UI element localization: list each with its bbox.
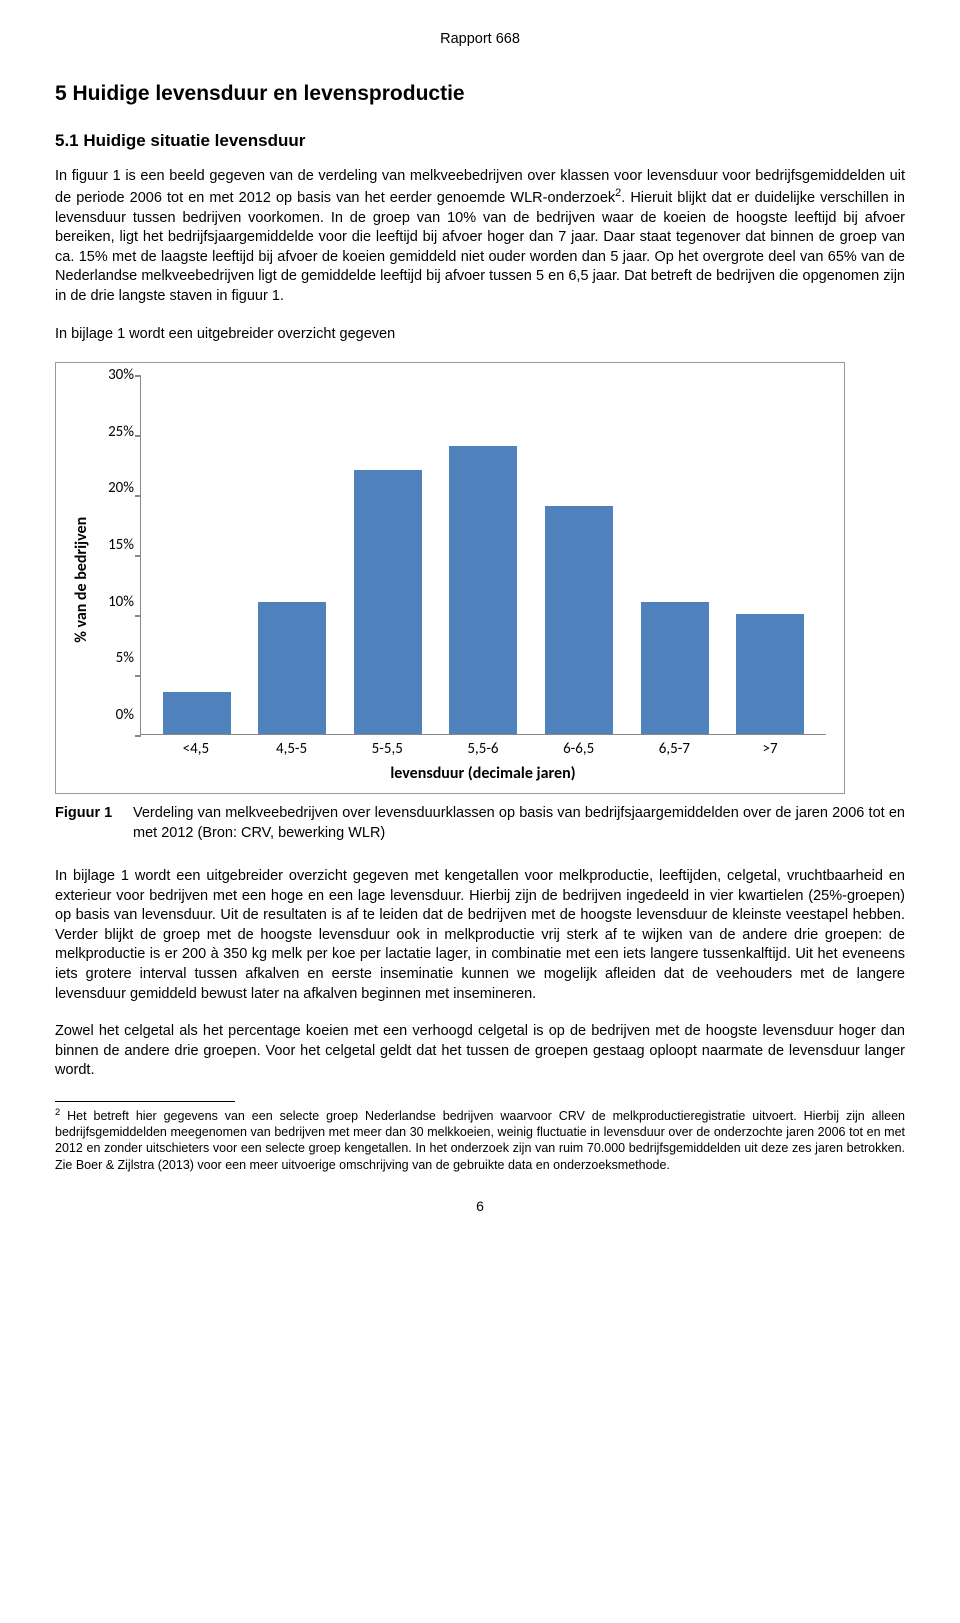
paragraph-3: In bijlage 1 wordt een uitgebreider over…	[55, 867, 905, 1004]
chart-ytick-mark	[135, 555, 141, 557]
paragraph-2: In bijlage 1 wordt een uitgebreider over…	[55, 325, 905, 345]
section-title: 5 Huidige levensduur en levensproductie	[55, 80, 905, 108]
paragraph-1: In figuur 1 is een beeld gegeven van de …	[55, 167, 905, 307]
chart-ylabel-wrap: % van de bedrijven	[68, 375, 96, 785]
chart-xlabel: levensduur (decimale jaren)	[140, 763, 826, 785]
figure-caption-row: Figuur 1 Verdeling van melkveebedrijven …	[55, 804, 905, 843]
chart-ytick-label: 30%	[108, 365, 134, 385]
chart-container: % van de bedrijven 30% 25% 20% 15% 10% 5% 0% <…	[55, 362, 845, 794]
report-header: Rapport 668	[55, 30, 905, 50]
chart-plot-area	[140, 375, 826, 735]
chart-xtick-label: <4,5	[162, 739, 230, 759]
chart-bar	[545, 506, 613, 734]
chart-xtick-label: 5-5,5	[353, 739, 421, 759]
chart-xtick-label: 4,5-5	[258, 739, 326, 759]
chart-ytick-label: 25%	[108, 422, 134, 442]
footnote-text: 2 Het betreft hier gegevens van een sele…	[55, 1106, 905, 1173]
chart-ytick-mark	[135, 675, 141, 677]
chart-ytick-label: 5%	[116, 648, 134, 668]
chart-bar	[736, 614, 804, 734]
chart-ytick-label: 0%	[116, 705, 134, 725]
chart-ytick-label: 15%	[108, 535, 134, 555]
figure-label: Figuur 1	[55, 804, 133, 843]
chart-xtick-label: >7	[736, 739, 804, 759]
chart-xtick-label: 6-6,5	[545, 739, 613, 759]
page-number: 6	[55, 1197, 905, 1216]
chart-ytick-mark	[135, 735, 141, 737]
chart-ylabel: % van de bedrijven	[71, 517, 93, 643]
subsection-title: 5.1 Huidige situatie levensduur	[55, 130, 905, 153]
chart-ytick-mark	[135, 615, 141, 617]
para1-text-b: . Hieruit blijkt dat er duidelijke versc…	[55, 190, 905, 304]
footnote-separator	[55, 1101, 235, 1102]
chart-yticks: 30%25%20%15%10%5%0%	[96, 375, 140, 735]
chart-ytick-mark	[135, 495, 141, 497]
chart-bar	[163, 692, 231, 734]
chart-bar	[354, 470, 422, 734]
footnote-body: Het betreft hier gegevens van een select…	[55, 1109, 905, 1172]
chart-bar	[258, 602, 326, 734]
figure-caption-text: Verdeling van melkveebedrijven over leve…	[133, 804, 905, 843]
paragraph-4: Zowel het celgetal als het percentage ko…	[55, 1022, 905, 1081]
chart-ytick-label: 10%	[108, 592, 134, 612]
chart-ytick-mark	[135, 435, 141, 437]
chart-bar	[449, 446, 517, 734]
chart-xticks: <4,5 4,5-5 5-5,5 5,5-6 6-6,5 6,5-7 >7	[140, 735, 826, 759]
chart-xtick-label: 5,5-6	[449, 739, 517, 759]
chart-xtick-label: 6,5-7	[640, 739, 708, 759]
chart-ytick-mark	[135, 375, 141, 377]
chart-bar	[641, 602, 709, 734]
chart-ytick-label: 20%	[108, 478, 134, 498]
